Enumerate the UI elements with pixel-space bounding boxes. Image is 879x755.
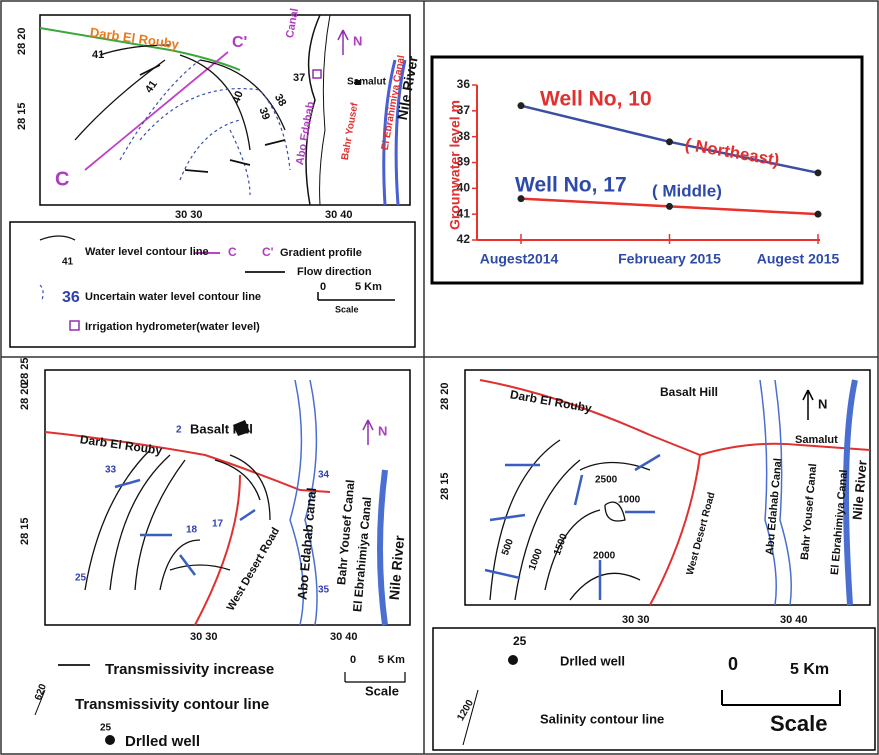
- map-label: Abo Edahab canal: [294, 487, 319, 601]
- map-label: 1000: [618, 495, 641, 506]
- map-label: Darb El Rouby: [89, 25, 181, 52]
- map-label: Scale: [365, 683, 399, 698]
- map-label: 30 40: [330, 631, 358, 643]
- data-point: [815, 211, 822, 218]
- map-label: Salinity contour line: [540, 711, 664, 726]
- data-point: [666, 203, 673, 210]
- map-label: 17: [212, 519, 224, 530]
- map-label: Abo Edahab: [294, 100, 317, 166]
- map-label: 2000: [593, 551, 616, 562]
- map-label: C': [232, 34, 247, 51]
- x-tick-label: Augest 2015: [757, 251, 840, 267]
- map-label: Scale: [770, 711, 828, 736]
- map-label: Darb El Rouby: [509, 387, 593, 415]
- map-label: 39: [256, 106, 271, 122]
- series-label: Well No, 17: [515, 174, 627, 197]
- map-label: C: [228, 245, 237, 259]
- series-label: Well No, 10: [540, 88, 652, 111]
- map-label: 30 30: [190, 631, 218, 643]
- map-label: 0: [320, 281, 326, 293]
- map-label: 34: [318, 470, 330, 481]
- data-point: [518, 102, 525, 109]
- data-point: [815, 169, 822, 176]
- map-label: Transmissivity increase: [105, 661, 274, 678]
- map-label: 2: [176, 425, 182, 436]
- map-label: 25: [75, 573, 87, 584]
- annotation: ( Northeast): [684, 135, 781, 170]
- map-label: Nile River: [849, 459, 869, 520]
- map-label: 28 15: [439, 472, 451, 500]
- map-label: 41: [62, 257, 74, 268]
- map-label: C: [55, 168, 69, 190]
- map-label: West Desert Road: [225, 526, 282, 613]
- map-label: 500: [500, 537, 516, 557]
- map-label: 35: [318, 585, 330, 596]
- map-label: 28 20: [19, 382, 31, 410]
- map-label: 1000: [527, 547, 545, 572]
- map-label: 620: [33, 682, 49, 702]
- map-label: 37: [293, 72, 305, 84]
- y-axis-label: Grounwater level m: [447, 100, 463, 230]
- map-label: 28 15: [16, 102, 28, 130]
- x-tick-label: Augest2014: [480, 251, 559, 267]
- map-label: 18: [186, 525, 198, 536]
- map-label: Flow direction: [297, 266, 372, 278]
- map-label: Darb El Rouby: [79, 432, 163, 457]
- map-label: Irrigation hydrometer(water level): [85, 321, 260, 333]
- annotation: ( Middle): [652, 181, 722, 200]
- map-label: Scale: [335, 304, 359, 314]
- map-label: 36: [62, 289, 80, 306]
- map-label: 25: [513, 634, 527, 648]
- map-label: Drlled well: [125, 733, 200, 750]
- map-label: Canal: [284, 7, 301, 39]
- map-label: Water level contour line: [85, 246, 209, 258]
- map-label: 33: [105, 465, 117, 476]
- map-label: 2500: [595, 475, 618, 486]
- map-label: 28 15: [19, 517, 31, 545]
- map-label: 5 Km: [378, 654, 405, 666]
- map-label: Basalt Hill: [190, 421, 253, 436]
- map-label: 38: [272, 92, 289, 109]
- map-label: 30 30: [622, 614, 650, 626]
- map-label: 1500: [552, 532, 570, 557]
- map-label: C': [262, 245, 274, 259]
- y-tick-label: 36: [457, 77, 471, 91]
- map-label: Bahr Yousef Canal: [799, 463, 819, 560]
- panel-borders: [1, 1, 878, 754]
- map-label: 0: [728, 654, 738, 674]
- map-label: Basalt Hill: [660, 385, 718, 399]
- map-label: Nile River: [386, 534, 408, 600]
- map-label: 41: [143, 78, 160, 95]
- map-label: 5 Km: [790, 661, 829, 678]
- x-tick-label: Februeary 2015: [618, 251, 721, 267]
- map-label: 28 20: [439, 382, 451, 410]
- map-label: 30 40: [325, 209, 353, 221]
- map-label: Drlled well: [560, 653, 625, 668]
- map-label: Uncertain water level contour line: [85, 291, 261, 303]
- map-label: 28 20: [16, 27, 28, 55]
- map-label: 25: [100, 723, 112, 734]
- map-label: 30 40: [780, 614, 808, 626]
- map-label: 1200: [455, 698, 476, 723]
- map-label: Gradient profile: [280, 247, 362, 259]
- map-label: Samalut: [795, 434, 838, 446]
- map-label: 30 30: [175, 209, 203, 221]
- map-label: 28 25: [19, 357, 31, 385]
- map-label: N: [378, 423, 387, 438]
- data-point: [666, 138, 673, 145]
- map-label: N: [353, 33, 362, 48]
- map-label: 40: [230, 89, 245, 105]
- map-label: N: [818, 396, 827, 411]
- y-tick-label: 42: [457, 232, 471, 246]
- map-label: Samalut: [347, 77, 387, 88]
- map-label: Transmissivity contour line: [75, 696, 269, 713]
- figure: Darb El Rouby4141CC'CanalSamalut37383940…: [0, 0, 879, 755]
- map-label: 0: [350, 654, 356, 666]
- map-label: 5 Km: [355, 281, 382, 293]
- map-label: Bahr Yousef: [340, 101, 361, 161]
- map-label: 41: [92, 49, 104, 61]
